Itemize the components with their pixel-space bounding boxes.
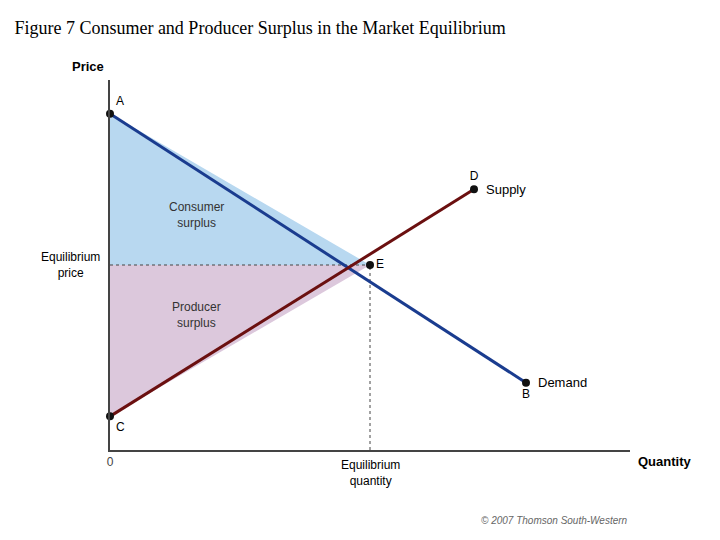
svg-text:C: C bbox=[116, 420, 125, 434]
svg-text:0: 0 bbox=[107, 455, 114, 469]
svg-text:Figure 7 Consumer and Producer: Figure 7 Consumer and Producer Surplus i… bbox=[14, 18, 505, 38]
svg-text:Price: Price bbox=[72, 59, 104, 74]
svg-text:Consumersurplus: Consumersurplus bbox=[169, 200, 224, 230]
svg-text:D: D bbox=[470, 169, 479, 183]
svg-text:Demand: Demand bbox=[538, 375, 587, 390]
svg-text:A: A bbox=[116, 94, 124, 108]
svg-text:B: B bbox=[522, 387, 530, 401]
svg-text:Equilibriumquantity: Equilibriumquantity bbox=[341, 458, 400, 488]
svg-text:Equilibriumprice: Equilibriumprice bbox=[41, 250, 100, 280]
svg-text:© 2007 Thomson South-Western: © 2007 Thomson South-Western bbox=[481, 515, 628, 526]
svg-text:E: E bbox=[376, 257, 384, 271]
svg-text:Producersurplus: Producersurplus bbox=[172, 300, 221, 330]
svg-text:Supply: Supply bbox=[486, 182, 526, 197]
svg-text:Quantity: Quantity bbox=[638, 454, 691, 469]
